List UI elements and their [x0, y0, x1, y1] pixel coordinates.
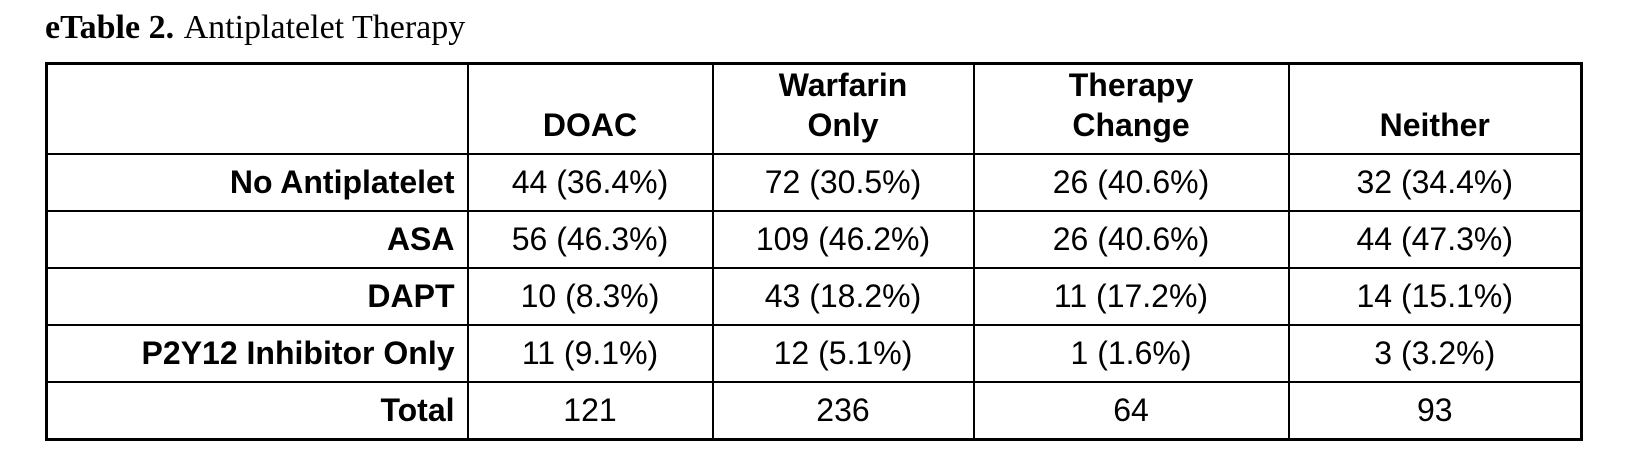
- row-label: No Antiplatelet: [45, 153, 469, 212]
- table-cell: 32 (34.4%): [1287, 153, 1583, 212]
- column-header-neither: Neither: [1287, 62, 1583, 155]
- table-cell: 56 (46.3%): [466, 210, 714, 269]
- column-header-blank: [45, 62, 469, 155]
- row-label: Total: [45, 381, 469, 440]
- table-row-total: Total 121 236 64 93: [45, 381, 1583, 440]
- row-label: P2Y12 Inhibitor Only: [45, 324, 469, 383]
- table-cell: 1 (1.6%): [972, 324, 1290, 383]
- table-cell: 236: [711, 381, 975, 440]
- column-header-warfarin-only: Warfarin Only: [711, 62, 975, 155]
- table-cell: 64: [972, 381, 1290, 440]
- table-title: eTable 2. Antiplatelet Therapy: [45, 8, 465, 49]
- table-cell: 14 (15.1%): [1287, 267, 1583, 326]
- table-cell: 109 (46.2%): [711, 210, 975, 269]
- table-cell: 26 (40.6%): [972, 153, 1290, 212]
- table-row-no-antiplatelet: No Antiplatelet 44 (36.4%) 72 (30.5%) 26…: [45, 153, 1583, 212]
- table-cell: 43 (18.2%): [711, 267, 975, 326]
- row-label: ASA: [45, 210, 469, 269]
- antiplatelet-therapy-table: DOAC Warfarin Only Therapy Change Neithe…: [45, 62, 1583, 441]
- table-row-p2y12-inhibitor-only: P2Y12 Inhibitor Only 11 (9.1%) 12 (5.1%)…: [45, 324, 1583, 383]
- table-cell: 44 (47.3%): [1287, 210, 1583, 269]
- table-cell: 26 (40.6%): [972, 210, 1290, 269]
- column-header-doac: DOAC: [466, 62, 714, 155]
- table-title-label: eTable 2.: [45, 9, 175, 46]
- row-label: DAPT: [45, 267, 469, 326]
- table-cell: 3 (3.2%): [1287, 324, 1583, 383]
- table-cell: 121: [466, 381, 714, 440]
- table-cell: 93: [1287, 381, 1583, 440]
- header-row: DOAC Warfarin Only Therapy Change Neithe…: [45, 62, 1583, 155]
- table-title-text: Antiplatelet Therapy: [183, 9, 466, 46]
- table-cell: 72 (30.5%): [711, 153, 975, 212]
- table-row-dapt: DAPT 10 (8.3%) 43 (18.2%) 11 (17.2%) 14 …: [45, 267, 1583, 326]
- table-cell: 44 (36.4%): [466, 153, 714, 212]
- table-cell: 10 (8.3%): [466, 267, 714, 326]
- table-cell: 11 (9.1%): [466, 324, 714, 383]
- table-cell: 12 (5.1%): [711, 324, 975, 383]
- table-cell: 11 (17.2%): [972, 267, 1290, 326]
- table-row-asa: ASA 56 (46.3%) 109 (46.2%) 26 (40.6%) 44…: [45, 210, 1583, 269]
- column-header-therapy-change: Therapy Change: [972, 62, 1290, 155]
